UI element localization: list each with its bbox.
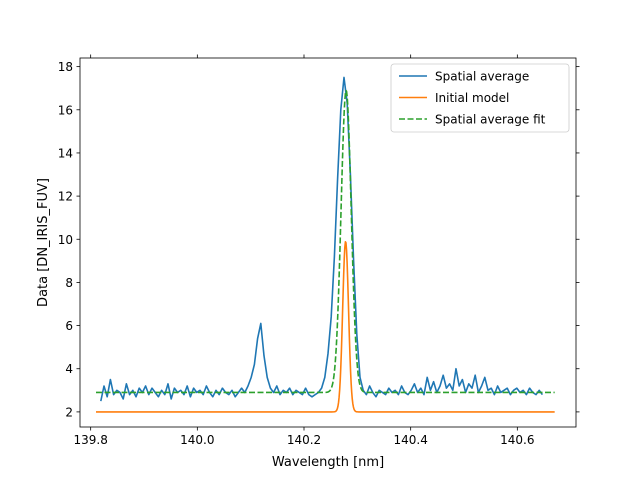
legend: Spatial average Initial model Spatial aver… [390, 63, 570, 133]
series-layer [95, 76, 555, 413]
x-axis-ticks: 139.8 140.0 140.2 140.4 140.6 [73, 54, 535, 447]
y-tick-label: 16 [58, 103, 73, 117]
y-tick-label: 8 [65, 276, 73, 290]
series-line-3 [95, 89, 555, 394]
x-axis-label: Wavelength [nm] [272, 455, 384, 470]
series-line-2 [95, 241, 555, 413]
y-tick-label: 14 [58, 146, 73, 160]
series-line-1 [100, 76, 544, 402]
y-tick-label: 12 [58, 190, 73, 204]
y-tick-label: 6 [65, 319, 73, 333]
legend-box [390, 63, 570, 133]
x-tick-label: 140.2 [287, 433, 321, 447]
legend-label: Spatial average [435, 70, 529, 84]
legend-label: Spatial average fit [435, 113, 546, 127]
x-tick-label: 140.6 [500, 433, 534, 447]
y-tick-label: 2 [65, 405, 73, 419]
y-tick-label: 18 [58, 60, 73, 74]
legend-label: Initial model [435, 91, 509, 105]
y-tick-label: 10 [58, 233, 73, 247]
y-axis-ticks: 2 4 6 8 10 12 14 16 18 [58, 60, 580, 419]
y-tick-label: 4 [65, 362, 73, 376]
x-tick-label: 140.0 [180, 433, 214, 447]
x-tick-label: 140.4 [393, 433, 427, 447]
x-tick-label: 139.8 [73, 433, 107, 447]
axes-frame [79, 57, 577, 428]
y-axis-label: Data [DN_IRIS_FUV] [36, 178, 51, 307]
